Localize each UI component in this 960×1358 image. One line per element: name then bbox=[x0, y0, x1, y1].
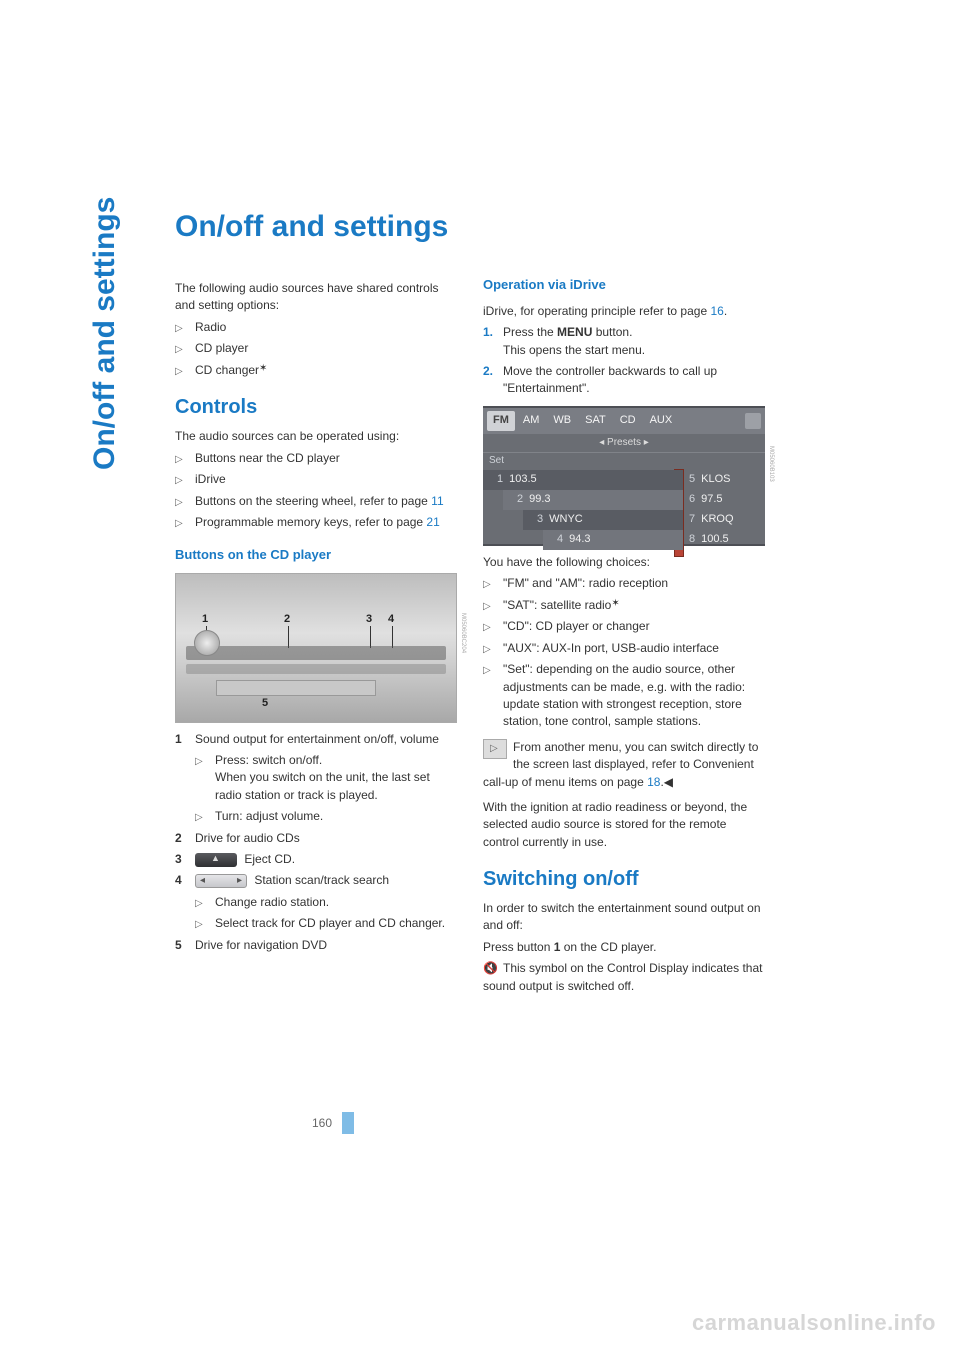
controls-list: Buttons near the CD player iDrive Button… bbox=[175, 450, 457, 532]
idrive-intro: iDrive, for operating principle refer to… bbox=[483, 303, 765, 320]
step-text: Press the MENU button.This opens the sta… bbox=[503, 324, 765, 359]
list-item: "CD": CD player or changer bbox=[503, 618, 765, 636]
bullet-icon bbox=[175, 340, 195, 358]
audio-sources-list: Radio CD player CD changer✶ bbox=[175, 319, 457, 380]
bullet-icon bbox=[483, 640, 503, 658]
list-item: "SAT": satellite radio✶ bbox=[503, 597, 765, 615]
mute-icon: 🔇 bbox=[483, 960, 499, 977]
list-item: Buttons on the steering wheel, refer to … bbox=[195, 493, 457, 511]
bullet-icon bbox=[175, 493, 195, 511]
legend-text: Drive for audio CDs bbox=[195, 830, 457, 847]
screen-tab: AUX bbox=[644, 411, 679, 431]
list-item: Select track for CD player and CD change… bbox=[215, 915, 457, 933]
step-number: 1. bbox=[483, 324, 503, 359]
bullet-icon bbox=[175, 514, 195, 532]
screen-rows: 1103.5 5KLOS 299.3 697.5 3WNYC 7KROQ 494… bbox=[483, 470, 765, 556]
screen-corner-icon bbox=[745, 413, 761, 429]
cd-legend-list: 1 Sound output for entertainment on/off,… bbox=[175, 731, 457, 955]
ignition-text: With the ignition at radio readiness or … bbox=[483, 799, 765, 851]
figure-caption: M05060B103 bbox=[766, 446, 775, 482]
list-item: CD changer✶ bbox=[195, 362, 457, 380]
bullet-icon bbox=[175, 471, 195, 489]
controls-intro: The audio sources can be operated using: bbox=[175, 428, 457, 445]
eject-icon bbox=[195, 853, 237, 867]
footer-bar bbox=[342, 1112, 354, 1134]
list-item: "Set": depending on the audio source, ot… bbox=[503, 661, 765, 731]
page-number: 160 bbox=[312, 1116, 332, 1130]
legend-text: Sound output for entertainment on/off, v… bbox=[195, 731, 457, 748]
switching-heading: Switching on/off bbox=[483, 865, 765, 894]
idrive-heading: Operation via iDrive bbox=[483, 276, 765, 295]
controls-heading: Controls bbox=[175, 393, 457, 422]
legend-text: Drive for navigation DVD bbox=[195, 937, 457, 954]
idrive-steps: 1. Press the MENU button.This opens the … bbox=[483, 324, 765, 398]
cd-player-figure: 1 2 3 4 5 bbox=[175, 573, 457, 723]
list-item: iDrive bbox=[195, 471, 457, 489]
list-item: Change radio station. bbox=[215, 894, 457, 912]
bullet-icon bbox=[195, 894, 215, 912]
bullet-icon bbox=[483, 575, 503, 593]
cd-buttons-heading: Buttons on the CD player bbox=[175, 546, 457, 565]
note-block: From another menu, you can switch direct… bbox=[483, 737, 765, 793]
screen-tab: CD bbox=[614, 411, 642, 431]
scan-icon bbox=[195, 874, 247, 888]
legend-number: 3 bbox=[175, 851, 195, 868]
legend-text: Station scan/track search bbox=[195, 872, 457, 889]
page-footer: 160 bbox=[312, 1112, 354, 1134]
list-item: CD player bbox=[195, 340, 457, 358]
list-item: Programmable memory keys, refer to page … bbox=[195, 514, 457, 532]
step-number: 2. bbox=[483, 363, 503, 398]
switch-symbol-text: 🔇This symbol on the Control Display indi… bbox=[483, 960, 765, 995]
legend-number: 5 bbox=[175, 937, 195, 954]
bullet-icon bbox=[175, 319, 195, 337]
page-content: On/off and settings The following audio … bbox=[175, 210, 765, 999]
list-item: Radio bbox=[195, 319, 457, 337]
legend-number: 1 bbox=[175, 731, 195, 748]
screen-subheader: ◂ Presets ▸ bbox=[483, 434, 765, 454]
switch-intro: In order to switch the entertainment sou… bbox=[483, 900, 765, 935]
bullet-icon bbox=[483, 618, 503, 636]
legend-text: Eject CD. bbox=[195, 851, 457, 868]
watermark: carmanualsonline.info bbox=[692, 1310, 936, 1336]
idrive-screen-figure: FM AM WB SAT CD AUX ◂ Presets ▸ Set 1103… bbox=[483, 406, 765, 546]
screen-tab: AM bbox=[517, 411, 546, 431]
left-column: The following audio sources have shared … bbox=[175, 276, 457, 999]
screen-tab: WB bbox=[547, 411, 577, 431]
list-item: Buttons near the CD player bbox=[195, 450, 457, 468]
step-text: Move the controller backwards to call up… bbox=[503, 363, 765, 398]
screen-tabs: FM AM WB SAT CD AUX bbox=[483, 408, 765, 434]
screen-tab: SAT bbox=[579, 411, 612, 431]
figure-caption: M05060BC204 bbox=[458, 613, 467, 653]
bullet-icon bbox=[175, 362, 195, 380]
figure-label: 5 bbox=[262, 696, 268, 712]
right-column: Operation via iDrive iDrive, for operati… bbox=[483, 276, 765, 999]
bullet-icon bbox=[483, 597, 503, 615]
screen-tab: FM bbox=[487, 411, 515, 431]
bullet-icon bbox=[175, 450, 195, 468]
note-icon bbox=[483, 739, 507, 759]
choices-list: "FM" and "AM": radio reception "SAT": sa… bbox=[483, 575, 765, 731]
list-item: Turn: adjust volume. bbox=[215, 808, 457, 826]
choices-intro: You have the following choices: bbox=[483, 554, 765, 571]
legend-number: 4 bbox=[175, 872, 195, 889]
bullet-icon bbox=[195, 752, 215, 804]
list-item: Press: switch on/off.When you switch on … bbox=[215, 752, 457, 804]
list-item: "AUX": AUX-In port, USB-audio interface bbox=[503, 640, 765, 658]
switch-press: Press button 1 on the CD player. bbox=[483, 939, 765, 956]
legend-number: 2 bbox=[175, 830, 195, 847]
bullet-icon bbox=[483, 661, 503, 731]
screen-set-label: Set bbox=[483, 453, 765, 470]
sidebar-section-title: On/off and settings bbox=[88, 197, 122, 470]
bullet-icon bbox=[195, 915, 215, 933]
list-item: "FM" and "AM": radio reception bbox=[503, 575, 765, 593]
bullet-icon bbox=[195, 808, 215, 826]
intro-text: The following audio sources have shared … bbox=[175, 280, 457, 315]
page-title: On/off and settings bbox=[175, 210, 765, 244]
